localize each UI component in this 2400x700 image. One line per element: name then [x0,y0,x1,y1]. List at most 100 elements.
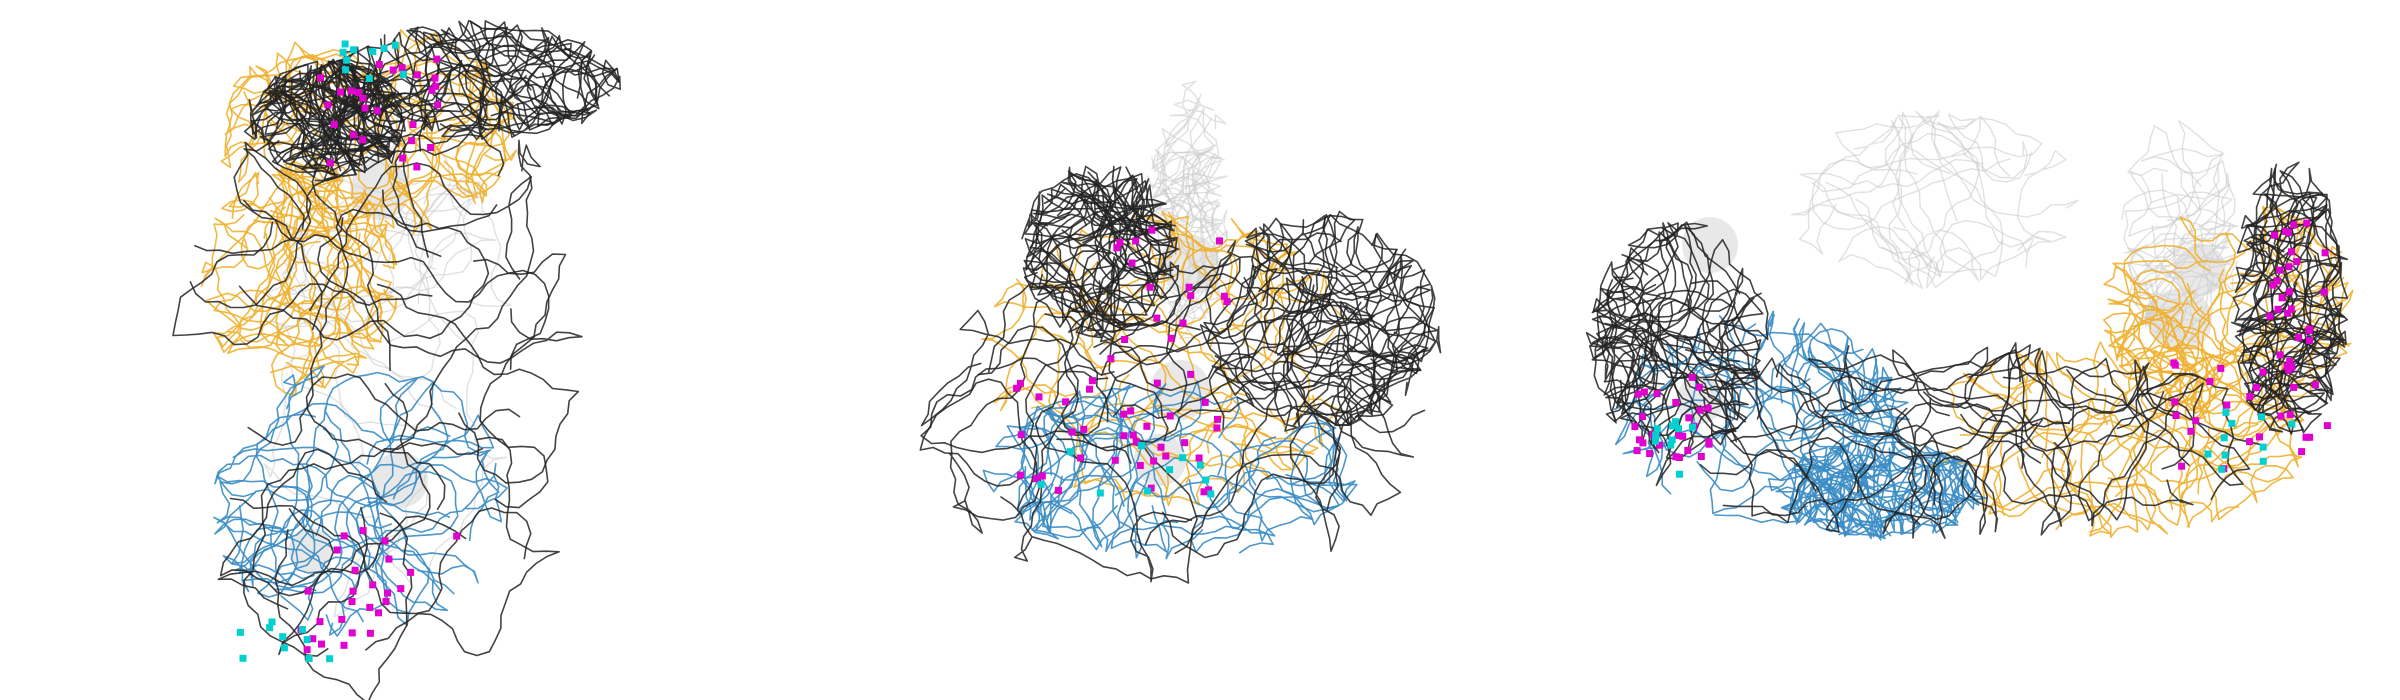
panel-view-first [172,19,621,700]
blue-neurite [232,446,479,584]
synapse-marker-magenta [434,101,442,109]
synapse-marker-cyan [2288,420,2296,428]
black-neurite [1605,221,1741,410]
orange-neurite [981,278,1108,399]
synapse-marker-magenta [2305,337,2313,344]
synapse-marker-cyan [1137,442,1145,450]
synapse-marker-cyan [1675,425,1682,433]
synapse-marker-magenta [2276,351,2284,359]
orange-neurite [2103,266,2199,407]
black-neurite [920,357,1132,464]
blue-neurite [256,511,411,615]
synapse-marker-cyan [1689,423,1696,431]
orange-neurite [201,206,286,353]
black-neurite [219,448,388,597]
synapse-marker-magenta [1181,439,1189,447]
synapse-marker-cyan [1202,476,1210,484]
synapse-marker-magenta [1162,452,1170,460]
synapse-markers [236,40,461,663]
black-neurite [1021,166,1152,271]
synapse-marker-magenta [1121,336,1129,343]
synapse-marker-magenta [2285,288,2293,296]
synapse-marker-cyan [1669,422,1676,430]
black-neurite [2066,369,2244,486]
black-neurite [1226,232,1342,432]
synapse-marker-magenta [1017,379,1024,387]
synapse-markers [1013,226,1231,498]
context-neurite [1790,120,1958,253]
black-neurite [297,59,380,172]
synapse-marker-magenta [407,568,415,576]
synapse-marker-cyan [1166,466,1174,474]
synapse-marker-magenta [1631,423,1639,430]
black-neurite [1112,257,1241,419]
blue-neurite [1047,407,1224,548]
synapse-marker-cyan [2220,434,2228,442]
synapse-marker-magenta [303,646,311,654]
blue-neurite [1190,436,1340,553]
synapse-marker-magenta [1705,438,1713,446]
synapse-marker-magenta [1120,410,1128,418]
context-neurite [1915,110,2043,179]
orange-neurite [227,219,361,355]
synapse-marker-magenta [1675,454,1683,461]
synapse-marker-magenta [1143,422,1151,430]
blue-neurite [1826,440,1920,539]
black-neurites [1585,161,2349,539]
synapse-marker-magenta [347,87,355,95]
black-neurite [2238,261,2348,390]
synapse-marker-magenta [1129,431,1137,439]
synapse-marker-magenta [1634,390,1642,398]
synapse-marker-cyan [239,654,247,662]
black-neurite [377,20,524,132]
synapse-marker-magenta [1679,432,1687,440]
synapse-marker-cyan [1652,431,1660,439]
black-neurite [376,283,580,484]
orange-neurite [406,98,514,204]
synapse-marker-magenta [413,163,421,171]
black-neurite [409,26,571,135]
black-neurite [1206,223,1361,360]
orange-neurite [2103,312,2287,362]
context-neurite [1146,93,1220,190]
soma-marker [1682,217,1738,273]
synapse-marker-magenta [1187,370,1195,378]
blue-neurite [1188,440,1338,513]
synapse-marker-magenta [2283,363,2291,370]
black-neurite [243,442,484,657]
orange-neurite [1030,405,1262,506]
synapse-marker-cyan [280,644,288,652]
synapse-marker-magenta [330,120,338,128]
synapse-marker-cyan [266,624,274,632]
blue-neurite [995,380,1203,450]
black-neurite [365,436,560,657]
synapse-marker-magenta [338,615,346,623]
synapse-marker-magenta [2305,327,2313,335]
black-neurite [1907,342,2042,521]
synapse-marker-magenta [413,71,421,79]
black-neurite [1923,352,2263,446]
black-neurite [1028,222,1142,334]
black-neurite [1642,398,1854,524]
orange-neurite [1982,432,2123,533]
orange-neurite [275,195,398,340]
synapse-marker-magenta [1653,390,1661,398]
black-neurite [1242,276,1342,511]
black-neurite [217,383,431,610]
black-neurite [464,35,600,110]
black-neurite [1030,165,1123,330]
synapse-marker-magenta [1062,398,1070,406]
synapse-marker-magenta [316,618,324,626]
blue-neurite [1020,395,1132,532]
synapse-marker-magenta [2171,398,2179,406]
synapse-marker-cyan [1667,441,1675,449]
synapse-marker-cyan [2258,413,2265,421]
orange-neurite [311,189,398,320]
blue-neurite [1755,310,1893,471]
context-neurite [333,444,429,618]
black-neurite [243,199,550,370]
black-neurite [2000,372,2200,527]
synapse-marker-magenta [2171,361,2179,369]
blue-neurite [1016,390,1086,533]
black-neurites [172,19,621,700]
